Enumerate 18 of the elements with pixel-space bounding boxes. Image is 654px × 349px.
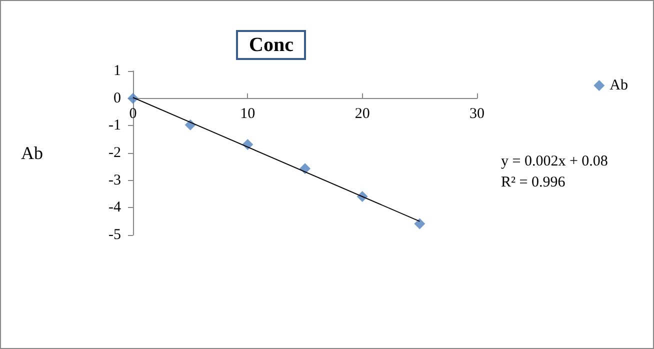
y-tick-label: 1 <box>114 63 121 79</box>
x-tick-label: 20 <box>354 106 370 122</box>
y-axis-title: Ab <box>21 143 43 163</box>
text: y = 0.002x + 0.08 <box>501 154 608 170</box>
chart-title: Conc <box>249 34 294 56</box>
y-tick-label: -3 <box>108 172 121 188</box>
y-tick-label: 0 <box>114 90 121 106</box>
text: R² = 0.996 <box>501 174 566 190</box>
y-tick-label: -2 <box>108 145 121 161</box>
x-tick-label: 0 <box>129 106 137 122</box>
point <box>414 218 426 230</box>
point <box>128 92 138 104</box>
x-tick-label: 10 <box>240 106 256 122</box>
y-tick-label: -1 <box>108 118 121 134</box>
y-tick-label: -4 <box>108 200 122 216</box>
y-tick-label: -5 <box>108 227 121 243</box>
legend-label: Ab <box>610 78 628 94</box>
x-tick-label: 30 <box>470 106 484 122</box>
